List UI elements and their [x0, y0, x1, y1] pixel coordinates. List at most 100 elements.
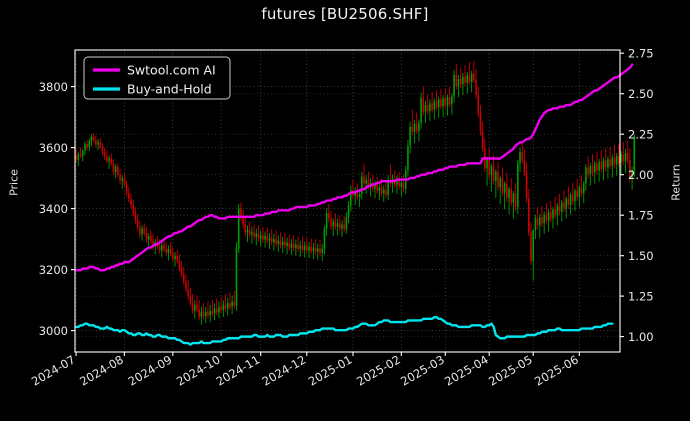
- candle-body: [400, 182, 403, 187]
- candle-body: [191, 303, 194, 311]
- candle-body: [462, 76, 464, 85]
- candle-body: [229, 303, 231, 307]
- candle-body: [226, 303, 229, 309]
- candle-body: [565, 198, 567, 209]
- candle-body: [165, 248, 167, 253]
- candle-body: [112, 163, 115, 173]
- candle-body: [275, 239, 277, 244]
- candle-body: [600, 162, 603, 169]
- candle-body: [543, 214, 545, 224]
- candle-body: [582, 183, 585, 194]
- right-tick-label: 2.00: [628, 168, 654, 182]
- candle-body: [343, 224, 345, 230]
- candle-body: [189, 296, 192, 304]
- candle-body: [163, 245, 165, 249]
- candle-body: [284, 241, 286, 246]
- candle-body: [237, 208, 240, 249]
- series-line-buy-and-hold: [74, 315, 614, 346]
- candle-body: [574, 190, 576, 201]
- candle-body: [244, 224, 247, 233]
- candle-body: [512, 193, 515, 203]
- candle-body: [442, 98, 444, 107]
- candle-body: [631, 170, 633, 179]
- candle-body: [413, 123, 416, 132]
- candle-body: [152, 240, 154, 247]
- candle-body: [387, 179, 389, 195]
- candle-body: [506, 183, 508, 198]
- x-tick-label: 2024-11: [214, 352, 263, 388]
- candle-body: [532, 229, 534, 262]
- candle-body: [145, 233, 148, 240]
- candle-body: [81, 150, 84, 157]
- candle-body: [341, 224, 343, 229]
- candle-body: [453, 75, 455, 97]
- right-tick-label: 1.50: [628, 249, 654, 263]
- candle-body: [409, 126, 411, 147]
- candle-body: [200, 312, 203, 317]
- candle-body: [607, 159, 609, 168]
- candle-body: [95, 139, 97, 145]
- candle-body: [382, 189, 385, 194]
- candle-body: [398, 180, 400, 187]
- candle-body: [598, 162, 600, 171]
- left-tick-label: 3800: [39, 80, 68, 94]
- candle-body: [213, 308, 216, 314]
- candle-body: [273, 239, 275, 243]
- candle-body: [169, 248, 172, 254]
- left-tick-label: 3400: [39, 202, 68, 216]
- candle-body: [604, 160, 607, 168]
- candle-body: [90, 136, 93, 141]
- candle-body: [589, 165, 592, 175]
- candle-body: [558, 205, 561, 212]
- candle-body: [139, 226, 141, 235]
- candle-body: [161, 245, 163, 251]
- candle-body: [231, 301, 233, 307]
- candle-body: [97, 142, 99, 145]
- candle-body: [125, 184, 128, 194]
- candle-body: [180, 268, 183, 275]
- candle-body: [455, 75, 458, 86]
- candle-body: [270, 237, 273, 243]
- candle-body: [549, 212, 552, 219]
- candle-body: [187, 289, 189, 297]
- candle-body: [108, 158, 110, 162]
- candle-body: [490, 165, 493, 176]
- candle-body: [378, 187, 381, 191]
- candle-body: [92, 136, 95, 140]
- candle-body: [84, 143, 86, 151]
- candle-body: [119, 174, 121, 181]
- candle-body: [130, 198, 132, 205]
- candle-body: [310, 246, 313, 252]
- candle-body: [615, 156, 618, 165]
- right-tick-label: 2.25: [628, 127, 654, 141]
- candle-body: [569, 194, 572, 205]
- candle-body: [147, 236, 150, 240]
- candle-body: [503, 183, 506, 193]
- candle-body: [255, 233, 258, 237]
- candle-body: [132, 204, 135, 214]
- candle-body: [611, 157, 614, 166]
- candle-body: [415, 123, 418, 131]
- candle-body: [330, 218, 332, 227]
- candle-body: [218, 306, 220, 313]
- x-tick-label: 2024-12: [260, 352, 309, 388]
- candle-body: [123, 178, 126, 185]
- candle-body: [571, 194, 574, 201]
- candle-body: [629, 159, 631, 179]
- x-tick-label: 2024-09: [126, 352, 175, 388]
- candle-body: [325, 213, 328, 229]
- candle-body: [470, 73, 473, 83]
- candle-body: [185, 281, 187, 290]
- candle-body: [75, 155, 77, 160]
- candle-body: [321, 248, 324, 253]
- candle-body: [128, 193, 130, 199]
- candle-body: [158, 245, 161, 251]
- candle-body: [336, 223, 339, 227]
- candle-body: [279, 240, 282, 246]
- candle-body: [306, 245, 308, 251]
- candle-body: [242, 216, 244, 225]
- legend-box: [83, 56, 231, 100]
- candle-body: [501, 178, 504, 193]
- candle-body: [411, 126, 414, 132]
